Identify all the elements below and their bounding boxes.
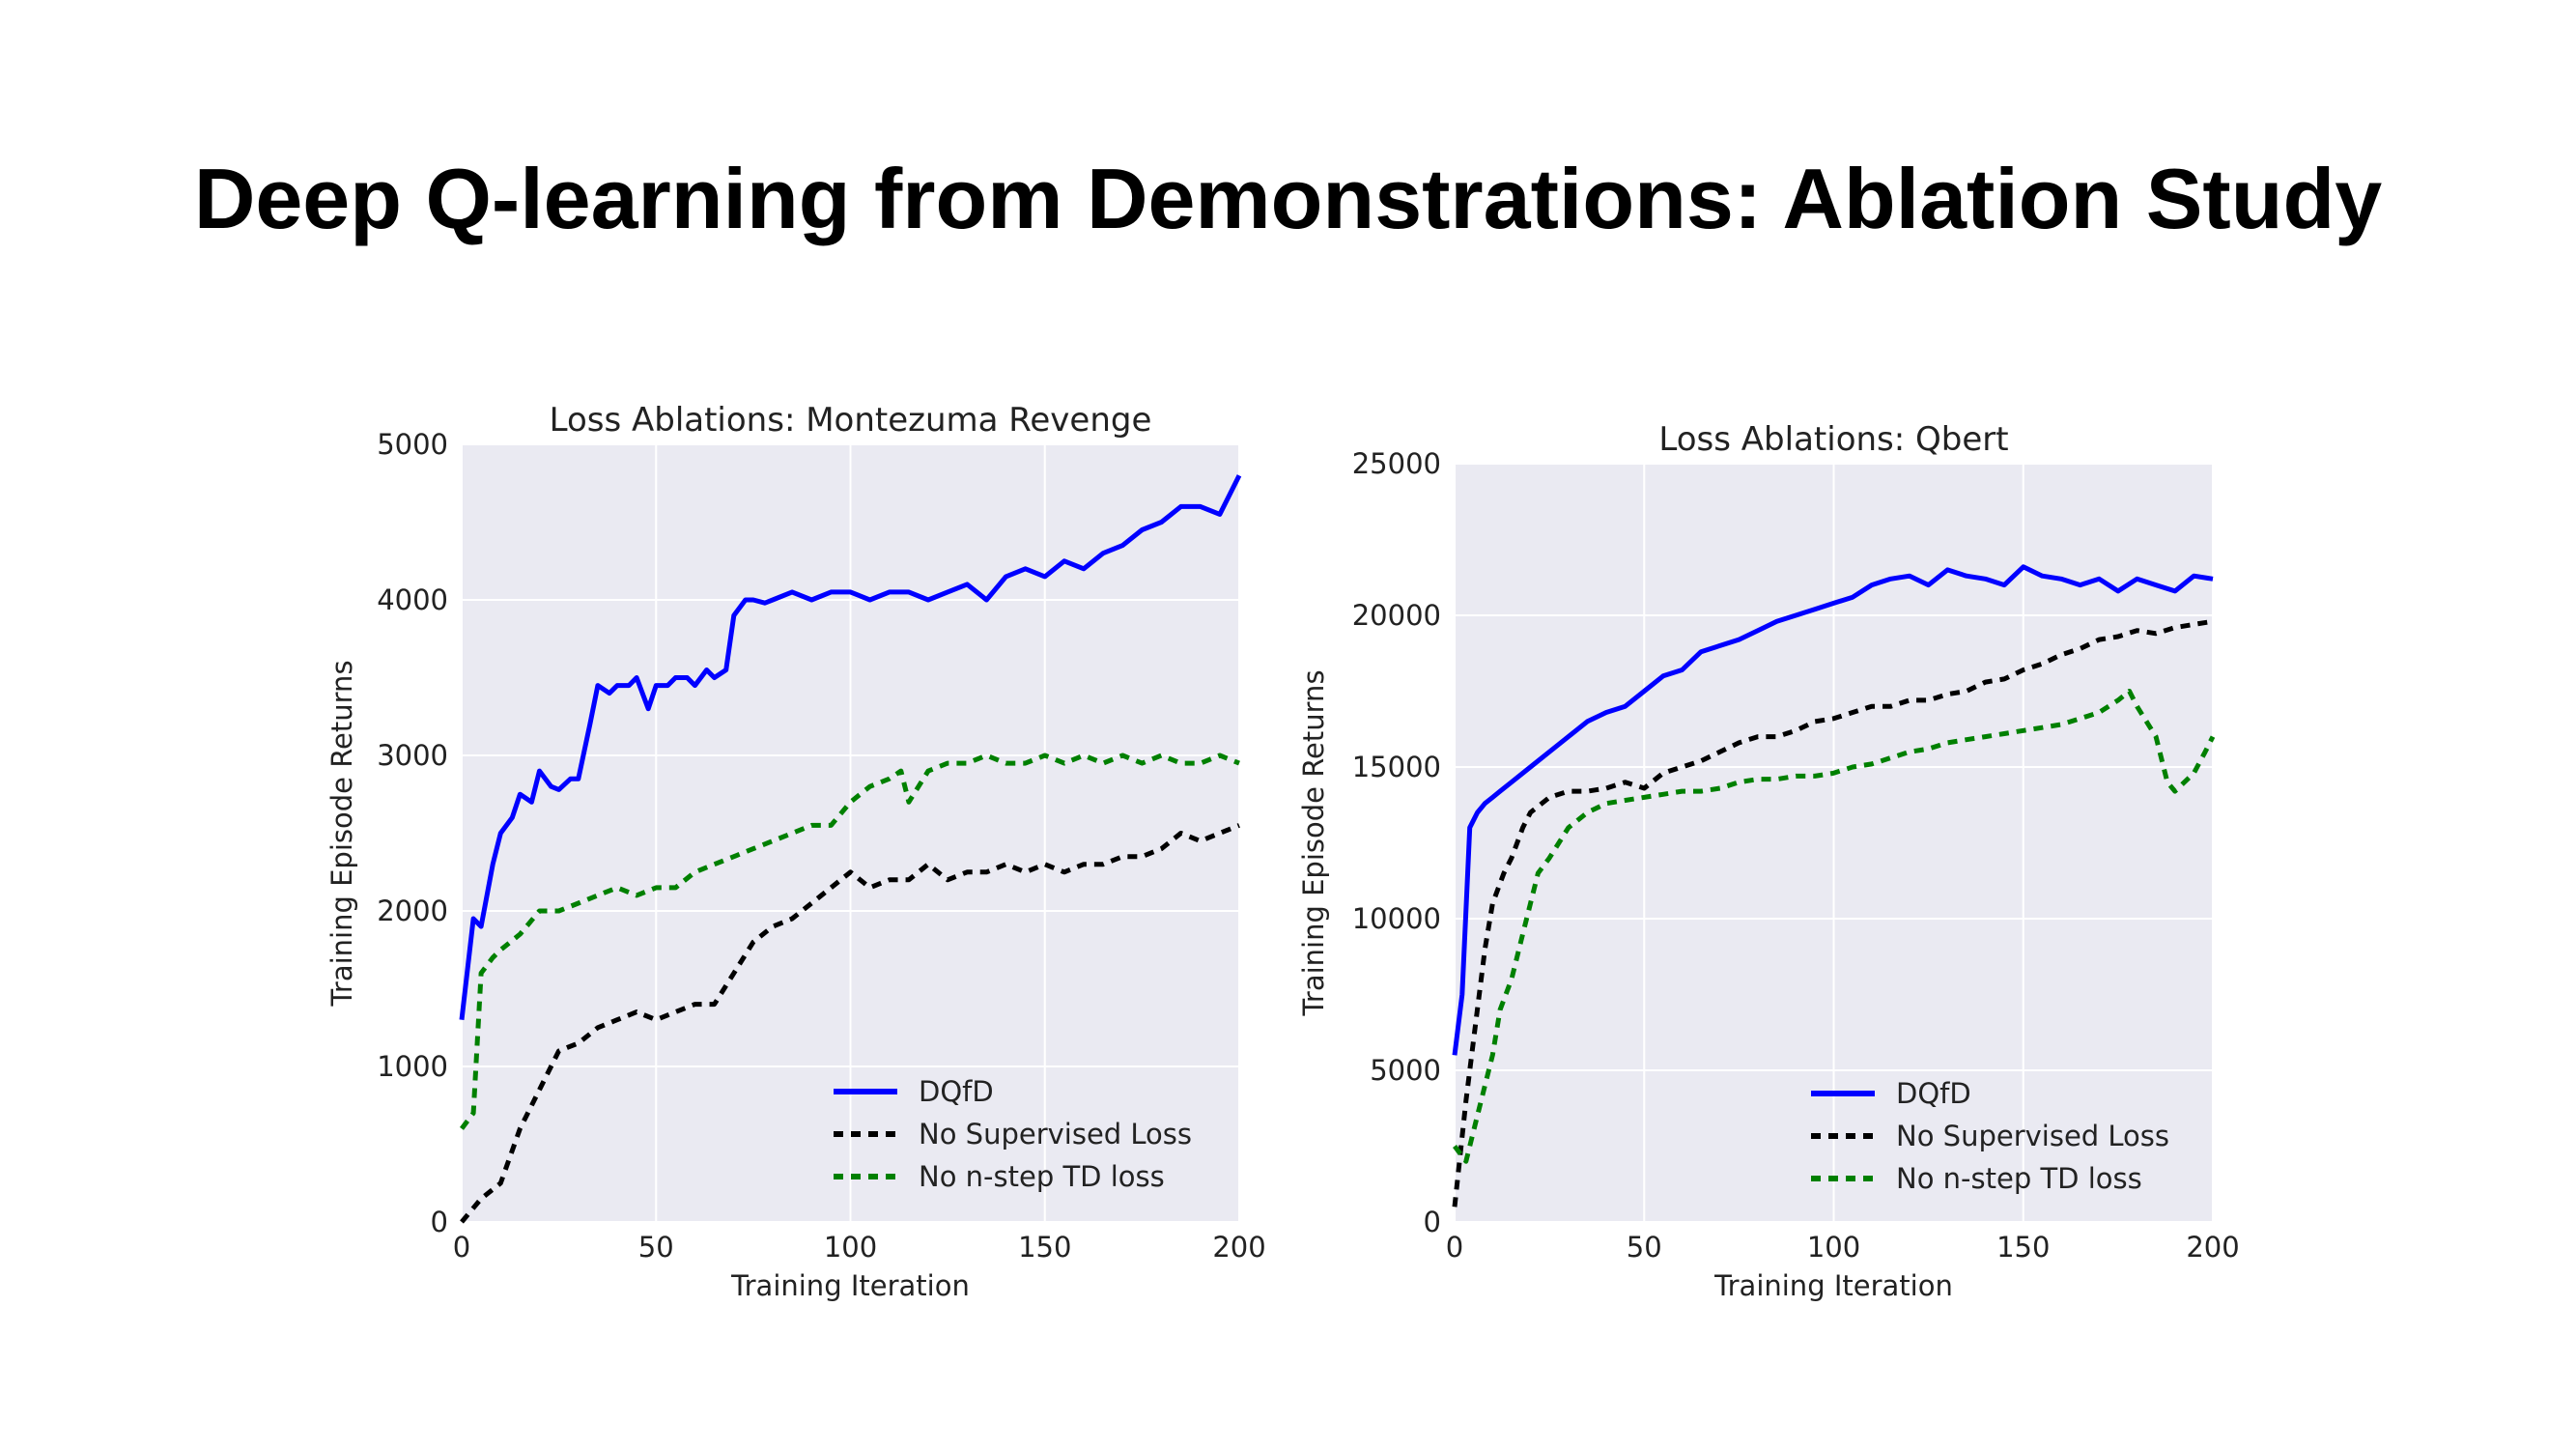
x-tick-label: 0	[1446, 1231, 1463, 1264]
series-line-2	[1453, 689, 2216, 1164]
y-tick-label: 5000	[1370, 1054, 1441, 1087]
x-tick-label: 200	[1212, 1231, 1265, 1264]
legend-label-1: No Supervised Loss	[919, 1118, 1192, 1151]
y-tick-label: 25000	[1352, 447, 1441, 480]
y-tick-label: 5000	[377, 428, 448, 461]
chart-title: Loss Ablations: Montezuma Revenge	[550, 401, 1152, 440]
y-tick-label: 4000	[377, 583, 448, 616]
x-tick-label: 100	[824, 1231, 877, 1264]
y-tick-label: 0	[1424, 1206, 1441, 1238]
y-tick-label: 1000	[377, 1050, 448, 1083]
legend-label-0: DQfD	[919, 1075, 994, 1108]
y-tick-label: 2000	[377, 895, 448, 927]
x-axis-label: Training Iteration	[1713, 1269, 1953, 1302]
y-tick-label: 10000	[1352, 902, 1441, 935]
series-line-0	[1452, 564, 2214, 1056]
legend-label-1: No Supervised Loss	[1896, 1120, 2169, 1152]
x-axis-label: Training Iteration	[730, 1269, 970, 1302]
chart-qbert: 0 50 100 150 200 0 5000 10000 15000 20000 25000 Los…	[1297, 420, 2240, 1302]
series-line-0	[459, 474, 1242, 1020]
x-tick-label: 150	[1996, 1231, 2050, 1264]
x-tick-label: 100	[1807, 1231, 1860, 1264]
x-tick-label: 50	[638, 1231, 674, 1264]
y-axis-label: Training Episode Returns	[326, 660, 358, 1007]
series-line-2	[460, 753, 1240, 1130]
y-tick-label: 20000	[1352, 599, 1441, 632]
x-tick-label: 150	[1018, 1231, 1071, 1264]
y-tick-label: 3000	[377, 739, 448, 772]
y-tick-label: 15000	[1352, 751, 1441, 783]
y-tick-label: 0	[431, 1206, 448, 1238]
y-axis-label: Training Episode Returns	[1297, 669, 1330, 1016]
chart-title: Loss Ablations: Qbert	[1658, 420, 2008, 459]
x-tick-label: 200	[2186, 1231, 2239, 1264]
legend-label-2: No n-step TD loss	[1896, 1162, 2142, 1195]
legend-label-2: No n-step TD loss	[919, 1160, 1165, 1193]
slide-title: Deep Q-learning from Demonstrations: Abl…	[193, 151, 2383, 246]
legend-label-0: DQfD	[1896, 1077, 1971, 1110]
series-line-1	[460, 823, 1240, 1224]
x-tick-label: 0	[453, 1231, 470, 1264]
x-tick-label: 50	[1627, 1231, 1662, 1264]
